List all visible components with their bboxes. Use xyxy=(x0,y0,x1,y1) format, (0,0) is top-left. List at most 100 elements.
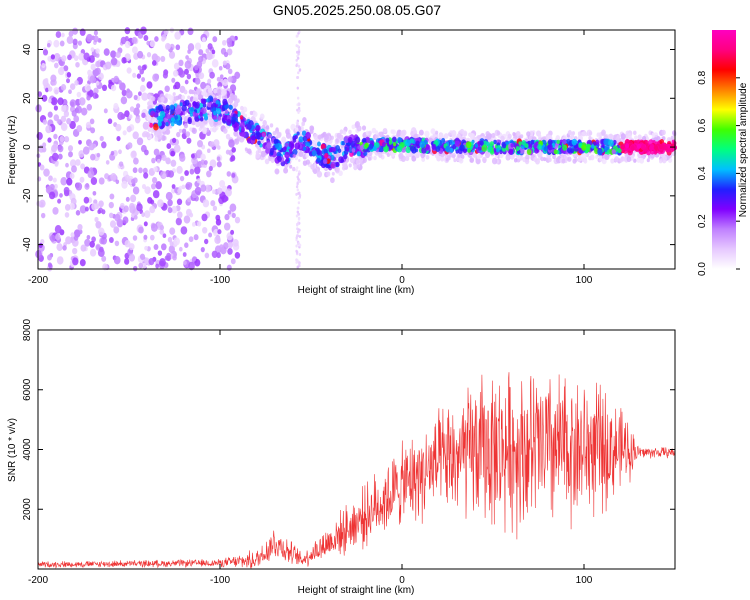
snr-y-tick-label: 6000 xyxy=(22,378,33,401)
spectrogram-point xyxy=(398,152,404,160)
spectrogram-point xyxy=(183,123,188,129)
spectrogram-point xyxy=(171,205,178,214)
spectrogram-point xyxy=(130,194,137,203)
spectrogram-point xyxy=(298,68,302,72)
spectrogram-point xyxy=(194,64,199,71)
spectrogram-point xyxy=(152,73,159,82)
spectrogram-point xyxy=(61,55,67,62)
spectrogram-point xyxy=(296,258,299,262)
spectrogram-point xyxy=(173,237,180,246)
spectrogram-point xyxy=(295,44,298,48)
spectrogram-point xyxy=(56,243,63,252)
spectrogram-point xyxy=(611,149,616,155)
spectrogram-point xyxy=(597,149,603,156)
spectrogram-point xyxy=(298,262,301,266)
spectrogram-point xyxy=(356,164,360,169)
spectrogram-point xyxy=(133,94,138,101)
spectrogram-point xyxy=(553,154,557,159)
spectrogram-point xyxy=(608,139,614,147)
spectrogram-point xyxy=(317,134,322,140)
spectrogram-point xyxy=(217,115,222,121)
spectrogram-point xyxy=(65,162,69,168)
spectrogram-point xyxy=(56,118,61,124)
spectrogram-point xyxy=(211,49,216,55)
spectrogram-point xyxy=(296,166,299,170)
spectrogram-point xyxy=(113,75,119,83)
spectrogram-point xyxy=(92,92,98,99)
spectrogram-point xyxy=(93,35,99,43)
spectrogram-point xyxy=(129,202,135,211)
spectrogram-x-tick-label: -200 xyxy=(28,275,48,286)
spectrogram-point xyxy=(512,132,516,136)
spectrogram-point xyxy=(295,236,298,240)
spectrogram-point xyxy=(257,148,262,154)
spectrogram-point xyxy=(44,78,49,83)
spectrogram-point xyxy=(534,148,539,154)
spectrogram-point xyxy=(547,143,553,151)
spectrogram-point xyxy=(313,133,319,141)
spectrogram-point xyxy=(79,205,87,214)
spectrogram-point xyxy=(567,156,572,162)
spectrogram-point xyxy=(187,197,191,203)
spectrogram-point xyxy=(604,153,610,161)
spectrogram-point xyxy=(441,138,446,143)
spectrogram-point xyxy=(95,48,100,54)
spectrogram-point xyxy=(302,146,307,151)
spectrogram-point xyxy=(136,73,142,79)
spectrogram-point xyxy=(152,190,160,199)
spectrogram-point xyxy=(222,78,229,87)
spectrogram-point xyxy=(440,157,444,162)
spectrogram-point xyxy=(222,60,227,66)
spectrogram-point xyxy=(48,86,53,92)
spectrogram-point xyxy=(110,150,115,156)
spectrogram-point xyxy=(298,40,301,44)
spectrogram-point xyxy=(141,112,146,119)
spectrogram-point xyxy=(281,136,287,143)
spectrogram-point xyxy=(215,218,222,226)
spectrogram-point xyxy=(397,136,402,144)
spectrogram-point xyxy=(322,158,328,165)
spectrogram-point xyxy=(189,112,194,117)
spectrogram-point xyxy=(515,130,521,137)
spectrogram-point xyxy=(93,87,99,95)
spectrogram-point xyxy=(295,185,299,189)
spectrogram-point xyxy=(128,114,133,120)
spectrogram-point xyxy=(294,127,299,132)
spectrogram-point xyxy=(431,143,437,150)
spectrogram-point xyxy=(462,130,468,137)
spectrogram-point xyxy=(218,244,225,251)
spectrogram-point xyxy=(157,250,163,256)
spectrogram-point xyxy=(196,221,202,227)
spectrogram-point xyxy=(217,88,222,95)
spectrogram-point xyxy=(255,152,261,159)
spectrogram-point xyxy=(206,98,210,103)
spectrogram-point xyxy=(127,142,133,149)
spectrogram-point xyxy=(157,104,164,112)
spectrogram-point xyxy=(72,257,79,266)
spectrogram-point xyxy=(213,115,218,120)
spectrogram-point xyxy=(91,203,97,211)
spectrogram-point xyxy=(421,157,426,162)
spectrogram-point xyxy=(295,238,298,242)
spectrogram-points xyxy=(35,26,677,272)
snr-y-tick-label: 8000 xyxy=(22,318,33,341)
spectrogram-point xyxy=(83,52,90,61)
spectrogram-point xyxy=(292,153,296,158)
spectrogram-point xyxy=(60,32,65,38)
spectrogram-point xyxy=(641,143,646,149)
spectrogram-point xyxy=(453,158,457,163)
spectrogram-point xyxy=(227,247,233,255)
spectrogram-point xyxy=(524,158,530,165)
spectrogram-point xyxy=(311,149,317,157)
spectrogram-point xyxy=(143,35,149,41)
spectrogram-point xyxy=(583,159,588,164)
spectrogram-point xyxy=(169,241,174,247)
spectrogram-point xyxy=(143,172,149,179)
spectrogram-point xyxy=(297,201,301,205)
spectrogram-point xyxy=(167,170,175,178)
spectrogram-point xyxy=(443,133,449,139)
spectrogram-point xyxy=(121,180,128,189)
spectrogram-point xyxy=(239,115,244,120)
spectrogram-point xyxy=(151,176,158,184)
spectrogram-point xyxy=(75,105,82,114)
